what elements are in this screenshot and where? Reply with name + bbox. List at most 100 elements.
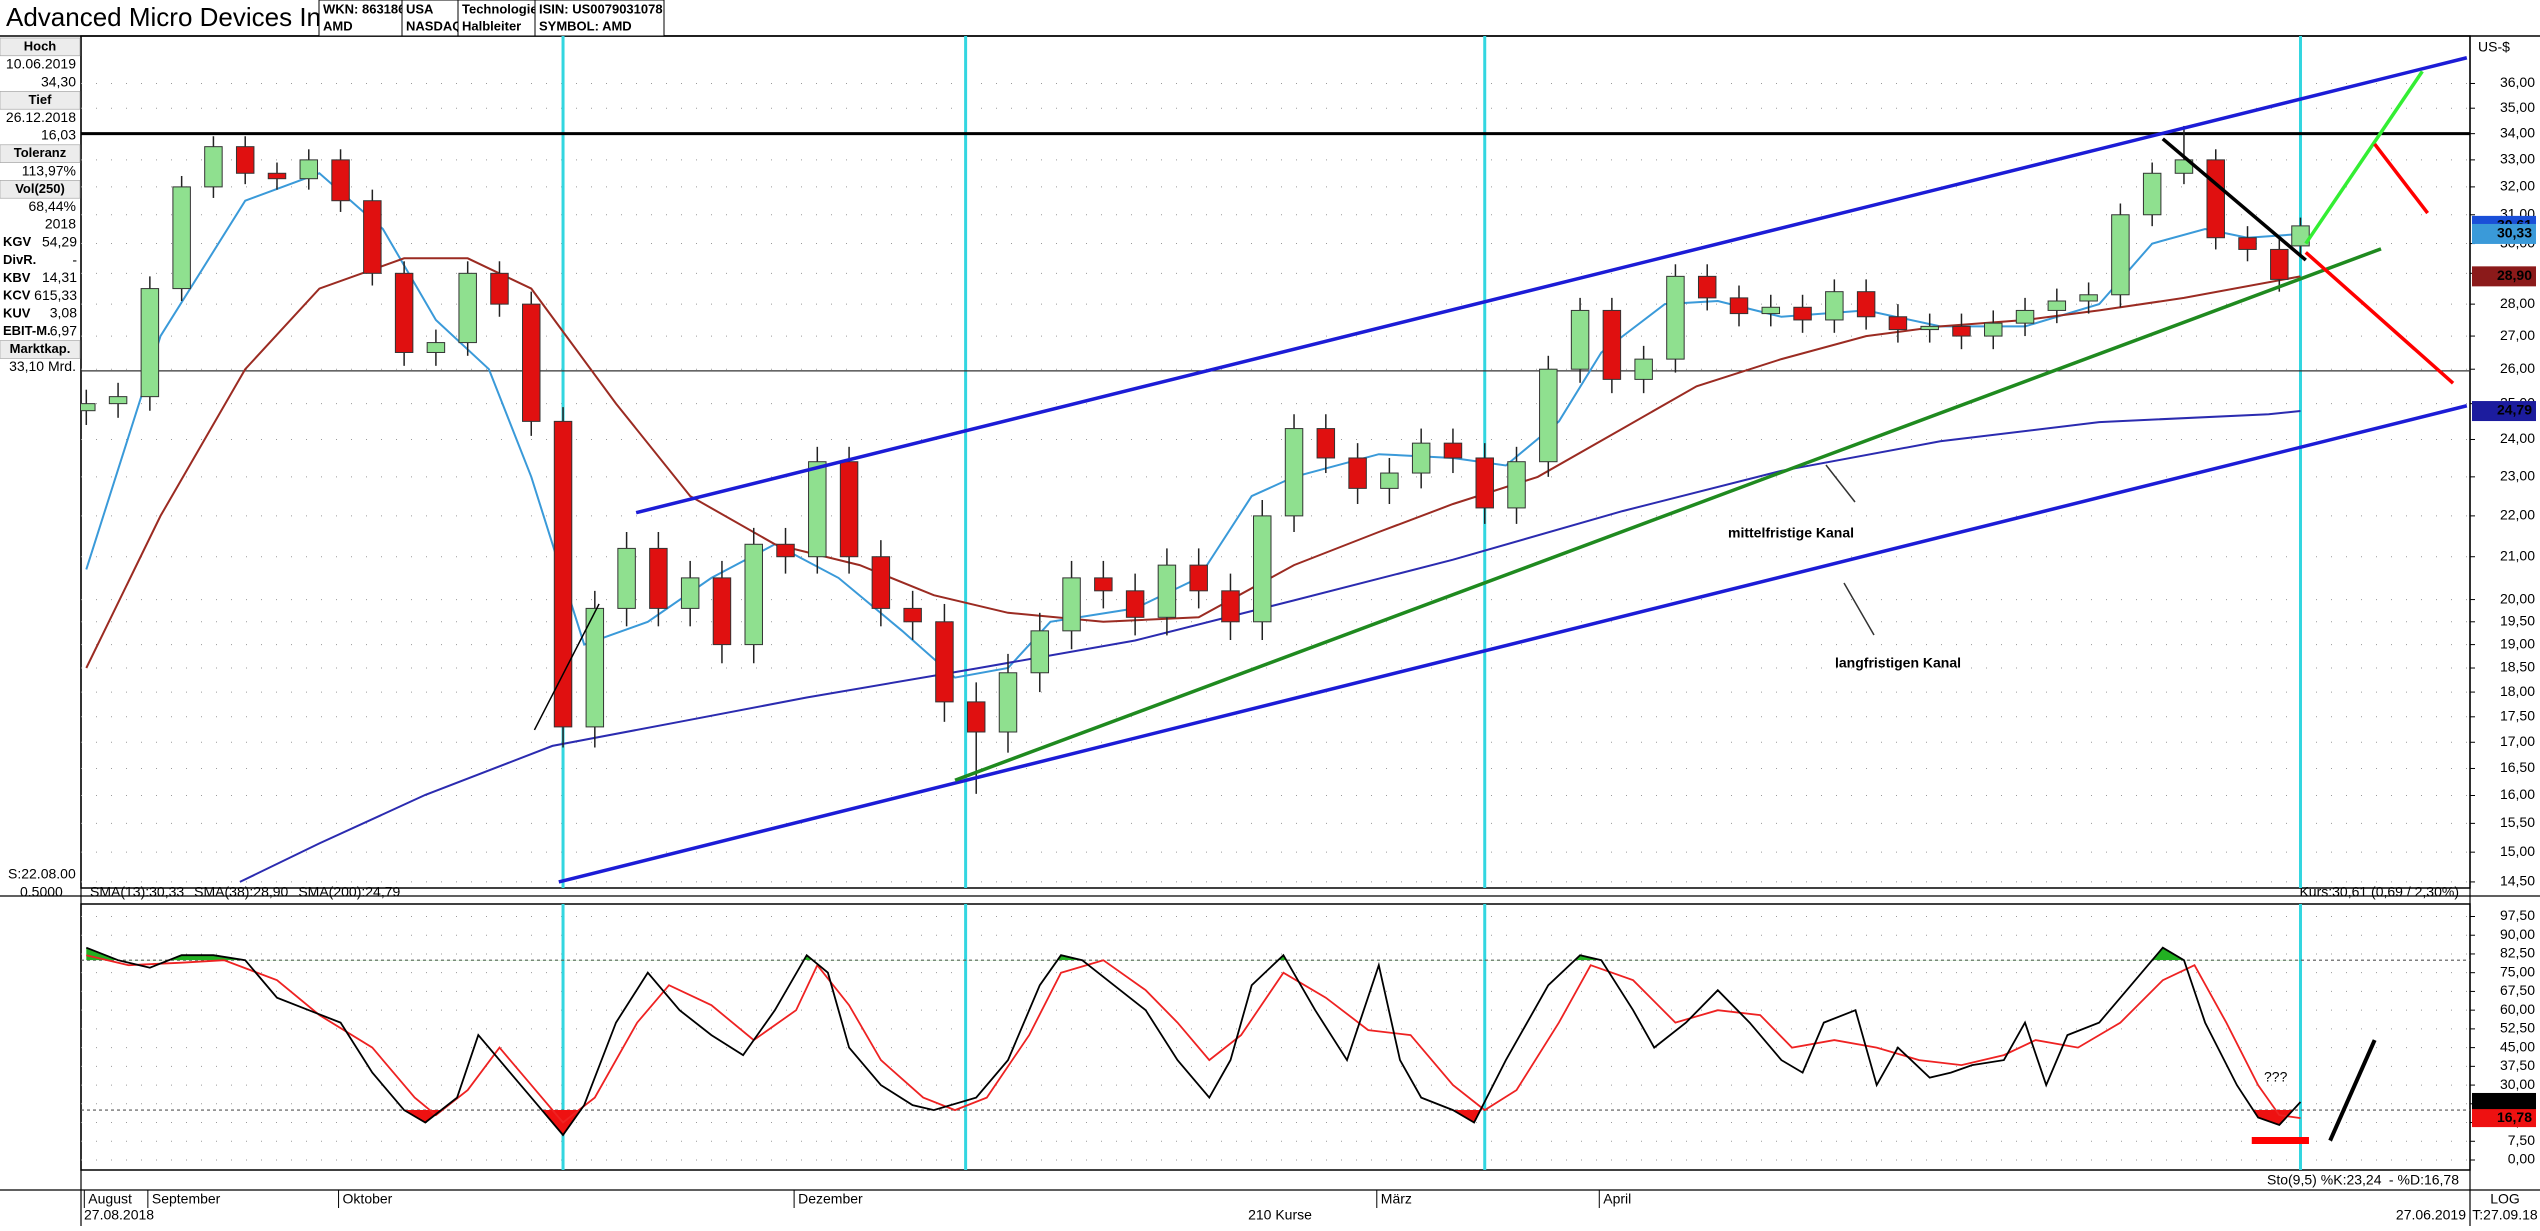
y-tick-label: 52,50 <box>2500 1020 2535 1036</box>
candle-body <box>871 556 891 609</box>
legend-entry: SMA(38):28,90 <box>194 884 288 900</box>
candle-body <box>299 159 319 180</box>
info-text: 113,97% <box>22 162 76 178</box>
candle-body <box>1221 590 1240 623</box>
price-tag-label: 24,79 <box>2497 402 2532 418</box>
info-text: 26.12.2018 <box>6 109 76 125</box>
candle-body <box>1507 461 1526 509</box>
info-heading-bg <box>0 37 81 57</box>
candle-body <box>1253 515 1272 623</box>
candle-body <box>2047 300 2067 311</box>
y-tick-label: 30,00 <box>2500 1076 2535 1092</box>
candle-body <box>81 403 96 412</box>
y-tick-label: 23,00 <box>2500 468 2535 484</box>
candle-body <box>1475 457 1494 509</box>
trend-line <box>2304 251 2455 385</box>
candle-body <box>394 272 414 353</box>
candle-body <box>140 288 160 398</box>
price-tag <box>2472 401 2536 422</box>
trend-line <box>954 247 2382 782</box>
y-tick-label: 18,00 <box>2500 683 2535 699</box>
y-tick-label: 17,00 <box>2500 733 2535 749</box>
candle-body <box>935 621 954 703</box>
candle-body <box>2270 248 2289 280</box>
y-tick-label: 37,50 <box>2500 1057 2535 1073</box>
candle-body <box>2111 214 2130 296</box>
info-heading-bg <box>0 91 81 110</box>
candle-body <box>1316 428 1336 459</box>
trend-line <box>635 56 2468 515</box>
candle-body <box>1284 428 1304 517</box>
x-tick-label: März <box>1381 1191 1412 1207</box>
value-tag <box>2472 1092 2536 1111</box>
candle-body <box>585 607 605 728</box>
stoch-line <box>85 946 2302 1137</box>
candle-body <box>1952 325 1971 337</box>
y-tick-label: 36,00 <box>2500 74 2535 90</box>
candle-body <box>998 672 1018 733</box>
header-box-text: WKN: 863186 <box>323 1 405 16</box>
candle-body <box>1856 291 1876 318</box>
candle-body <box>1539 368 1558 463</box>
info-value: 615,33 <box>34 287 77 303</box>
info-text: 16,03 <box>41 127 76 143</box>
y-tick-label: 33,00 <box>2500 151 2535 167</box>
info-value: 54,29 <box>42 234 77 250</box>
candle-body <box>1666 275 1685 360</box>
info-text: 33,10 Mrd. <box>9 358 76 374</box>
header-box <box>457 0 536 37</box>
y-tick-label: 0,00 <box>2508 1151 2535 1167</box>
info-heading: Vol(250) <box>15 181 65 196</box>
price-tag-label: 30,33 <box>2497 225 2532 241</box>
info-value: 3,08 <box>50 305 77 321</box>
candle-body <box>1984 322 2003 337</box>
y-tick-label: 35,00 <box>2500 99 2535 115</box>
candle-body <box>2142 172 2162 216</box>
candle-body <box>2174 159 2194 174</box>
scale-note: 0.5000 <box>20 884 63 900</box>
info-heading: Hoch <box>24 38 57 53</box>
y-tick-label: 34,00 <box>2500 124 2535 140</box>
trend-line <box>533 603 600 731</box>
candle-body <box>1888 316 1908 331</box>
x-tick-label: April <box>1603 1191 1631 1207</box>
header-box <box>318 0 403 37</box>
y-tick-label: 16,50 <box>2500 759 2535 775</box>
y-tick-label: 19,50 <box>2500 612 2535 628</box>
candle-body <box>1030 630 1050 674</box>
candle-body <box>363 200 382 274</box>
legend-sep: - <box>2389 1172 2394 1188</box>
candle-body <box>522 303 541 422</box>
header-box-text: AMD <box>323 18 353 33</box>
y-tick-label: 67,50 <box>2500 982 2535 998</box>
trend-line <box>2304 70 2424 245</box>
price-tag <box>2472 266 2536 287</box>
y-tick-label: 97,50 <box>2500 907 2535 923</box>
info-heading: Tief <box>29 92 53 107</box>
candle-body <box>1697 275 1717 299</box>
candle-body <box>235 146 255 174</box>
x-tick-label: Oktober <box>343 1191 393 1207</box>
y-tick-label: 20,00 <box>2500 590 2535 606</box>
header-box-text: Halbleiter <box>462 18 521 33</box>
y-tick-label: 82,50 <box>2500 945 2535 961</box>
header-box-text: USA <box>406 1 434 16</box>
y-tick-label: 15,50 <box>2500 814 2535 830</box>
y-tick-label: 75,00 <box>2500 963 2535 979</box>
candle-body <box>490 272 509 305</box>
value-tag-label: 16,78 <box>2497 1109 2532 1125</box>
info-heading-bg <box>0 340 81 359</box>
legend-title: Sto(9,5) <box>2267 1172 2317 1188</box>
footer-stamp: T:27.09.18 <box>2472 1207 2538 1223</box>
y-tick-label: 27,00 <box>2500 327 2535 343</box>
page-title: Advanced Micro Devices Inc. <box>6 2 341 32</box>
y-tick-label: 24,00 <box>2500 430 2535 446</box>
info-text: 10.06.2019 <box>6 56 76 72</box>
info-label: KCV <box>3 288 31 303</box>
legend-entry: %K:23,24 <box>2321 1172 2382 1188</box>
price-plot <box>81 36 2470 888</box>
candle-body <box>1602 309 1622 380</box>
y-tick-label: 7,50 <box>2508 1132 2535 1148</box>
sma-line <box>85 257 2301 669</box>
